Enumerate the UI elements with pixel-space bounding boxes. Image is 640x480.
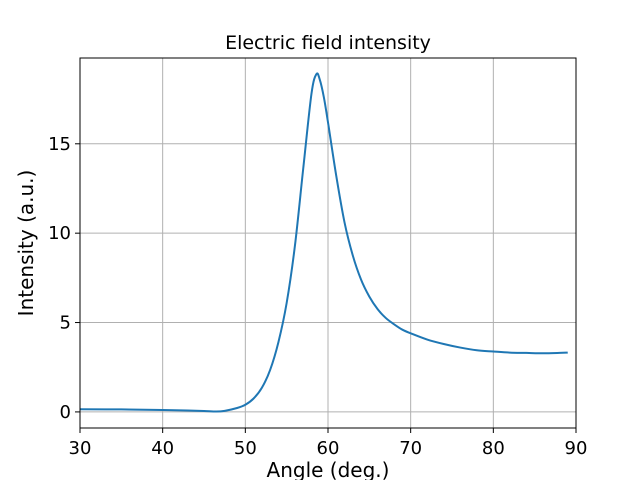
x-tick-label: 40 bbox=[151, 438, 174, 459]
y-tick-label: 10 bbox=[48, 223, 71, 244]
chart-title: Electric field intensity bbox=[225, 32, 431, 54]
y-tick-label: 0 bbox=[60, 402, 71, 423]
x-tick-label: 50 bbox=[234, 438, 257, 459]
y-axis-label: Intensity (a.u.) bbox=[14, 170, 38, 317]
x-tick-label: 60 bbox=[317, 438, 340, 459]
x-tick-label: 70 bbox=[399, 438, 422, 459]
x-axis-label: Angle (deg.) bbox=[267, 458, 390, 480]
grid bbox=[79, 58, 577, 428]
ticks: 30 40 50 60 70 80 90 0 5 10 15 bbox=[48, 134, 587, 459]
series-line bbox=[79, 72, 568, 413]
series-group bbox=[79, 72, 568, 413]
x-tick-label: 30 bbox=[69, 438, 92, 459]
y-tick-label: 15 bbox=[48, 134, 71, 155]
x-tick-label: 80 bbox=[482, 438, 505, 459]
y-tick-label: 5 bbox=[60, 313, 71, 334]
x-tick-label: 90 bbox=[565, 438, 588, 459]
